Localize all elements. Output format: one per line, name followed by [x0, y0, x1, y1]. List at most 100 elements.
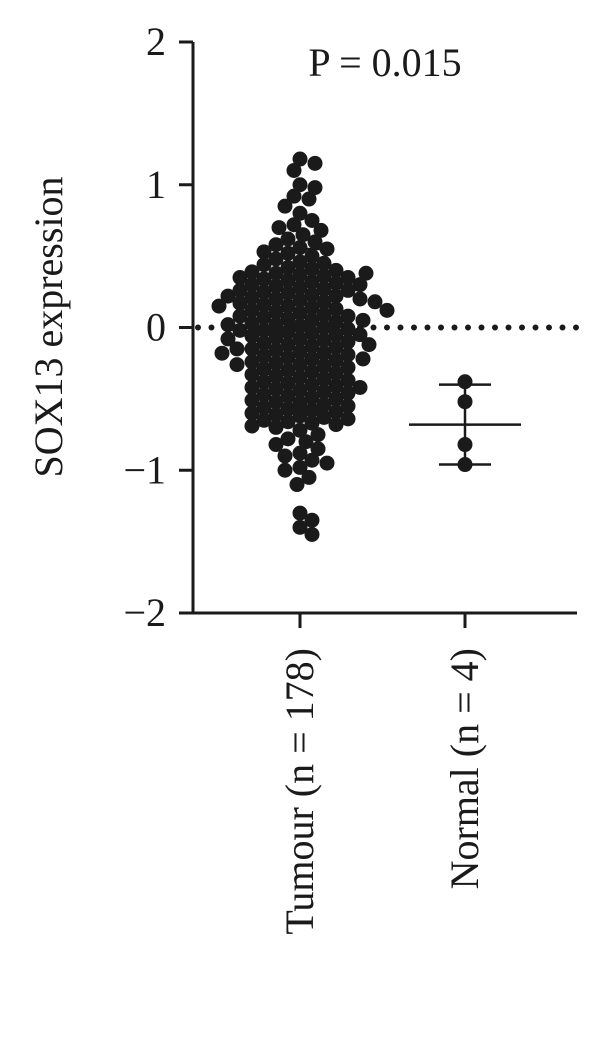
data-point	[304, 312, 320, 328]
data-point	[304, 452, 320, 468]
data-point	[328, 404, 344, 420]
data-point	[340, 359, 356, 375]
data-point	[340, 372, 356, 388]
x-tick-label: Normal (n = 4)	[442, 648, 487, 889]
data-point	[310, 427, 326, 443]
data-point	[244, 302, 260, 318]
data-point	[352, 379, 368, 395]
data-point	[280, 324, 296, 340]
data-point	[256, 244, 272, 260]
data-point	[280, 362, 296, 378]
data-point	[244, 379, 260, 395]
data-point	[256, 387, 272, 403]
data-point	[340, 334, 356, 350]
data-point	[244, 367, 260, 383]
y-tick-label: 1	[146, 162, 166, 207]
p-value-annotation: P = 0.015	[308, 40, 461, 85]
data-point	[280, 349, 296, 365]
data-point	[244, 315, 260, 331]
data-point	[319, 455, 335, 471]
data-point	[244, 290, 260, 306]
data-point	[340, 411, 356, 427]
data-point	[298, 434, 314, 450]
data-point	[304, 248, 320, 264]
y-tick-label: −1	[123, 447, 166, 492]
data-point	[328, 417, 344, 433]
data-point	[280, 231, 296, 247]
data-point	[307, 234, 323, 250]
data-point	[316, 268, 332, 284]
data-point	[355, 351, 371, 367]
data-point	[277, 198, 293, 214]
data-point	[268, 278, 284, 294]
data-point	[244, 405, 260, 421]
data-point	[268, 394, 284, 410]
data-point	[232, 295, 248, 311]
data-point	[358, 265, 374, 281]
data-point	[307, 155, 323, 171]
data-point	[232, 308, 248, 324]
data-point	[316, 371, 332, 387]
data-point	[256, 348, 272, 364]
data-point	[244, 418, 260, 434]
data-point	[256, 412, 272, 428]
data-point	[328, 314, 344, 330]
data-point	[268, 342, 284, 358]
data-point	[292, 151, 308, 167]
data-point	[340, 347, 356, 363]
data-point	[280, 375, 296, 391]
data-point	[292, 519, 308, 535]
data-point	[340, 398, 356, 414]
data-point	[340, 385, 356, 401]
y-axis-label: SOX13 expression	[26, 176, 71, 477]
data-point	[328, 378, 344, 394]
data-point	[256, 284, 272, 300]
data-point	[280, 337, 296, 353]
data-point	[316, 345, 332, 361]
data-point	[352, 291, 368, 307]
data-point	[328, 391, 344, 407]
data-point	[292, 422, 308, 438]
data-point	[328, 288, 344, 304]
data-point	[316, 409, 332, 425]
data-point	[244, 392, 260, 408]
data-point	[286, 217, 302, 233]
data-point	[244, 341, 260, 357]
data-point	[313, 222, 329, 238]
data-point	[304, 287, 320, 303]
data-point	[316, 332, 332, 348]
data-point	[352, 327, 368, 343]
data-point	[268, 251, 284, 267]
data-point	[271, 220, 287, 236]
data-point	[367, 294, 383, 310]
data-point	[280, 311, 296, 327]
data-point	[232, 322, 248, 338]
data-point	[268, 381, 284, 397]
data-point	[355, 312, 371, 328]
data-point	[256, 361, 272, 377]
data-point	[256, 271, 272, 287]
data-point	[286, 188, 302, 204]
data-point	[268, 419, 284, 435]
data-point	[268, 437, 284, 453]
data-point	[280, 414, 296, 430]
data-point	[232, 282, 248, 298]
data-point	[292, 445, 308, 461]
data-point	[268, 368, 284, 384]
data-point	[220, 317, 236, 333]
data-point	[289, 477, 305, 493]
data-point	[301, 469, 317, 485]
data-point	[256, 310, 272, 326]
data-point	[340, 321, 356, 337]
data-point	[301, 191, 317, 207]
data-point	[304, 300, 320, 316]
data-point	[244, 277, 260, 293]
data-point	[307, 180, 323, 196]
data-point	[304, 261, 320, 277]
data-point	[214, 345, 230, 361]
data-point	[286, 162, 302, 178]
data-point	[316, 294, 332, 310]
data-point	[244, 354, 260, 370]
data-point	[304, 364, 320, 380]
data-point	[256, 257, 272, 273]
